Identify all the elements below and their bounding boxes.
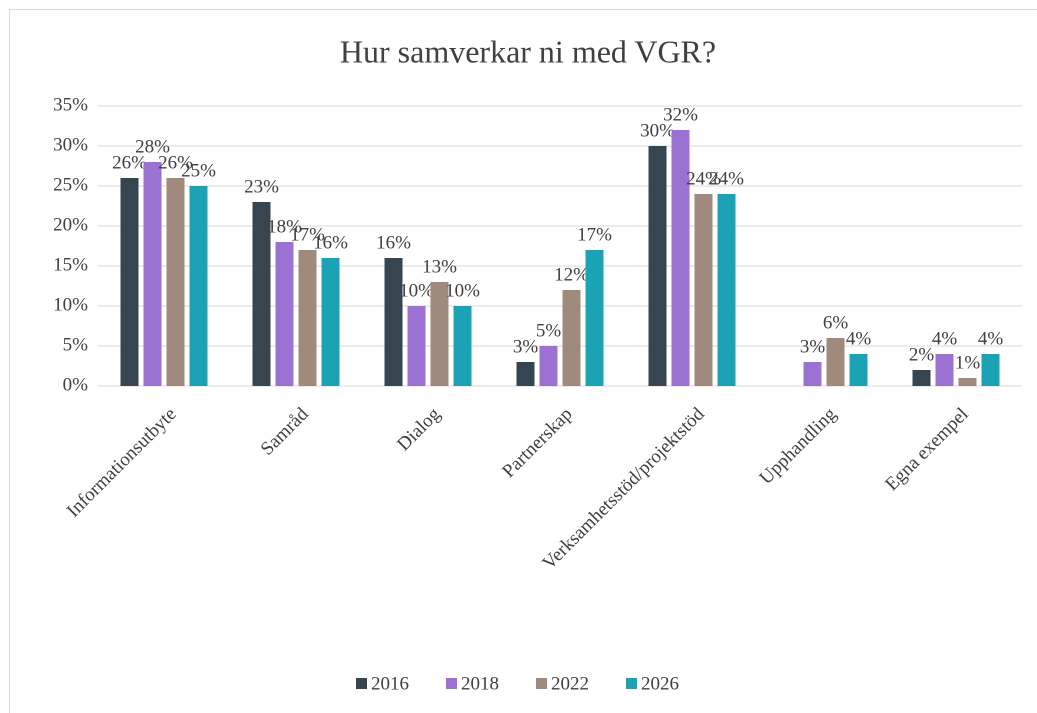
- legend-label: 2016: [371, 673, 409, 694]
- data-label: 13%: [422, 256, 457, 277]
- legend-swatch: [626, 678, 637, 689]
- legend-swatch: [356, 678, 367, 689]
- data-label: 30%: [640, 120, 675, 141]
- bar: [935, 354, 954, 386]
- bar: [275, 242, 294, 386]
- chart-title: Hur samverkar ni med VGR?: [340, 33, 716, 69]
- data-label: 23%: [244, 176, 279, 197]
- legend-label: 2022: [551, 673, 589, 694]
- data-label: 6%: [823, 312, 849, 333]
- legend-swatch: [446, 678, 457, 689]
- bar: [430, 282, 449, 386]
- bar: [648, 146, 667, 386]
- y-tick-label: 35%: [53, 94, 88, 115]
- data-label: 26%: [112, 152, 147, 173]
- legend-label: 2026: [641, 673, 679, 694]
- bar: [407, 306, 426, 386]
- data-label: 18%: [267, 216, 302, 237]
- chart-border: [9, 9, 1037, 713]
- data-label: 4%: [846, 328, 872, 349]
- legend-swatch: [536, 678, 547, 689]
- bar: [803, 362, 822, 386]
- data-label: 25%: [181, 160, 216, 181]
- data-label: 1%: [955, 352, 981, 373]
- bar: [958, 378, 977, 386]
- bar: [849, 354, 868, 386]
- data-label: 5%: [536, 320, 562, 341]
- data-label: 32%: [663, 104, 698, 125]
- y-tick-label: 25%: [53, 174, 88, 195]
- bar: [166, 178, 185, 386]
- data-label: 24%: [709, 168, 744, 189]
- bar: [717, 194, 736, 386]
- y-tick-label: 20%: [53, 214, 88, 235]
- data-label: 16%: [313, 232, 348, 253]
- data-label: 3%: [800, 336, 826, 357]
- bar: [585, 250, 604, 386]
- data-label: 10%: [399, 280, 434, 301]
- bar: [516, 362, 535, 386]
- y-tick-label: 5%: [63, 334, 89, 355]
- bar: [143, 162, 162, 386]
- bar: [694, 194, 713, 386]
- bar: [826, 338, 845, 386]
- bar: [252, 202, 271, 386]
- data-label: 10%: [445, 280, 480, 301]
- bar: [671, 130, 690, 386]
- data-label: 16%: [376, 232, 411, 253]
- bar: [981, 354, 1000, 386]
- bar: [539, 346, 558, 386]
- data-label: 17%: [290, 224, 325, 245]
- y-tick-label: 30%: [53, 134, 88, 155]
- data-label: 28%: [135, 136, 170, 157]
- bar: [453, 306, 472, 386]
- data-label: 2%: [909, 344, 935, 365]
- bar: [321, 258, 340, 386]
- y-tick-label: 0%: [63, 374, 89, 395]
- data-label: 12%: [554, 264, 589, 285]
- bar: [189, 186, 208, 386]
- data-label: 24%: [686, 168, 721, 189]
- bar: [912, 370, 931, 386]
- bar: [298, 250, 317, 386]
- bar: [384, 258, 403, 386]
- bar: [120, 178, 139, 386]
- y-tick-label: 15%: [53, 254, 88, 275]
- data-label: 3%: [513, 336, 539, 357]
- y-tick-label: 10%: [53, 294, 88, 315]
- data-label: 4%: [932, 328, 958, 349]
- legend-label: 2018: [461, 673, 499, 694]
- bar: [562, 290, 581, 386]
- data-label: 4%: [978, 328, 1004, 349]
- data-label: 17%: [577, 224, 612, 245]
- data-label: 26%: [158, 152, 193, 173]
